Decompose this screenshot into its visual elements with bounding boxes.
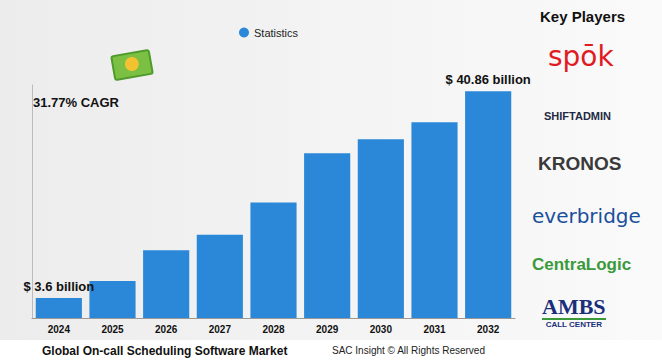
svg-text:2027: 2027 [209, 324, 232, 335]
html-text:spōk: spōk [548, 40, 614, 73]
svg-text:$ 3.6 billion: $ 3.6 billion [23, 279, 94, 294]
html-text:AMBS: AMBS [542, 294, 606, 319]
svg-text:31.77% CAGR: 31.77% CAGR [33, 95, 120, 110]
html-text:SAC Insight © All Rights Reser: SAC Insight © All Rights Reserved [332, 345, 485, 356]
svg-text:Statistics: Statistics [254, 27, 299, 39]
html-text:CALL CENTER: CALL CENTER [545, 320, 602, 329]
html-text:Global On-call Scheduling Soft: Global On-call Scheduling Software Marke… [42, 344, 288, 358]
svg-text:2024: 2024 [48, 324, 71, 335]
html-text:CentraLogic: CentraLogic [532, 255, 632, 274]
html-text:KRONOS: KRONOS [538, 153, 622, 174]
html-text:everbridge: everbridge [532, 204, 641, 228]
svg-text:2029: 2029 [316, 324, 339, 335]
svg-text:$ 40.86 billion: $ 40.86 billion [446, 72, 531, 87]
svg-text:2026: 2026 [155, 324, 178, 335]
svg-text:2032: 2032 [477, 324, 500, 335]
svg-text:2025: 2025 [101, 324, 124, 335]
svg-text:2030: 2030 [370, 324, 393, 335]
html-text:SHIFTADMIN: SHIFTADMIN [544, 110, 611, 122]
svg-text:2028: 2028 [262, 324, 285, 335]
html-text:Key Players: Key Players [540, 8, 626, 25]
svg-text:2031: 2031 [423, 324, 446, 335]
